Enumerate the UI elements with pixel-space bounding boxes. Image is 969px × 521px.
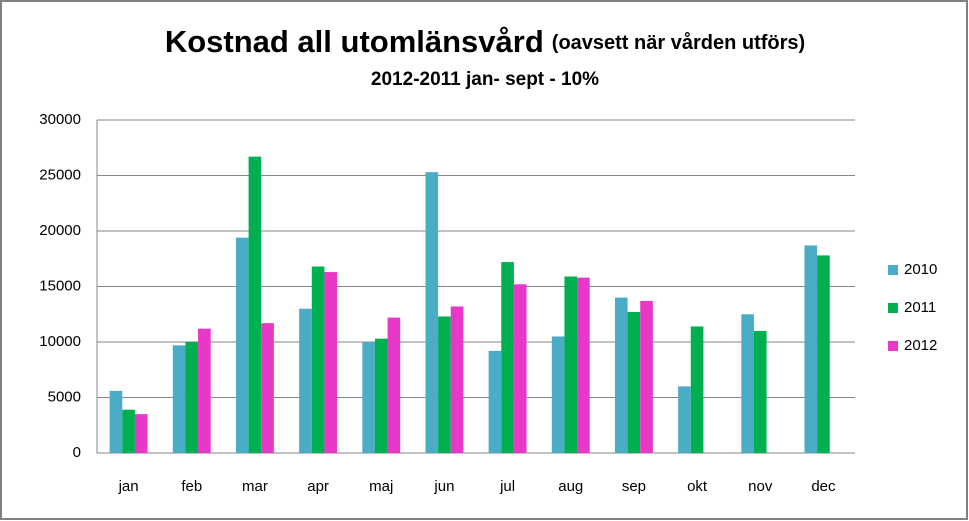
bar <box>753 330 767 453</box>
chart-subtitle: 2012-2011 jan- sept - 10% <box>371 69 599 90</box>
x-tick-label: okt <box>687 478 708 495</box>
bar <box>235 237 249 453</box>
bar <box>374 338 388 453</box>
y-tick-label: 5000 <box>48 388 81 405</box>
bar <box>627 312 641 453</box>
x-tick-label: feb <box>181 478 202 495</box>
bar <box>690 326 704 453</box>
x-tick-label: mar <box>242 478 268 495</box>
bar <box>438 316 451 453</box>
bar <box>804 245 818 453</box>
bar <box>324 272 338 453</box>
bar <box>362 342 375 453</box>
bar <box>564 276 578 453</box>
chart-title: Kostnad all utomlänsvård (oavsett när vår… <box>165 24 805 59</box>
bar <box>172 345 186 453</box>
y-tick-label: 10000 <box>39 333 81 350</box>
legend-swatch <box>888 341 898 351</box>
bar <box>248 156 262 453</box>
bar <box>450 306 464 453</box>
y-tick-label: 15000 <box>39 277 81 294</box>
bar <box>261 323 274 453</box>
bar <box>185 342 199 453</box>
bar <box>311 266 325 453</box>
x-tick-label: apr <box>307 478 329 495</box>
x-tick-label: maj <box>369 478 393 495</box>
x-tick-label: sep <box>622 478 646 495</box>
bar <box>134 414 148 453</box>
bar <box>640 300 653 453</box>
title-note: (oavsett när vården utförs) <box>552 31 805 54</box>
legend-swatch <box>888 303 898 313</box>
bar <box>817 255 830 453</box>
y-tick-label: 20000 <box>39 222 81 239</box>
bar <box>741 314 754 453</box>
bar <box>425 172 439 454</box>
x-tick-label: nov <box>748 478 773 495</box>
legend-label: 2011 <box>904 299 936 316</box>
bar <box>122 409 135 453</box>
legend-label: 2010 <box>904 261 937 278</box>
x-tick-label: jul <box>499 478 515 495</box>
bar <box>198 328 211 453</box>
y-tick-label: 30000 <box>39 111 81 128</box>
bar <box>678 386 691 453</box>
y-tick-label: 0 <box>73 444 81 461</box>
x-tick-label: jun <box>433 478 454 495</box>
bar <box>577 277 590 453</box>
bar <box>513 284 527 453</box>
bar <box>551 336 565 453</box>
x-tick-label: aug <box>558 478 583 495</box>
legend-label: 2012 <box>904 337 937 354</box>
legend-swatch <box>888 265 898 275</box>
bar <box>501 262 514 453</box>
bar <box>614 297 628 453</box>
title-main: Kostnad all utomlänsvård <box>165 24 544 59</box>
bar <box>109 390 123 453</box>
bar <box>488 350 502 453</box>
x-tick-label: dec <box>811 478 836 495</box>
bar <box>387 317 401 453</box>
x-tick-label: jan <box>118 478 139 495</box>
bar <box>299 308 312 453</box>
y-tick-label: 25000 <box>39 166 81 183</box>
